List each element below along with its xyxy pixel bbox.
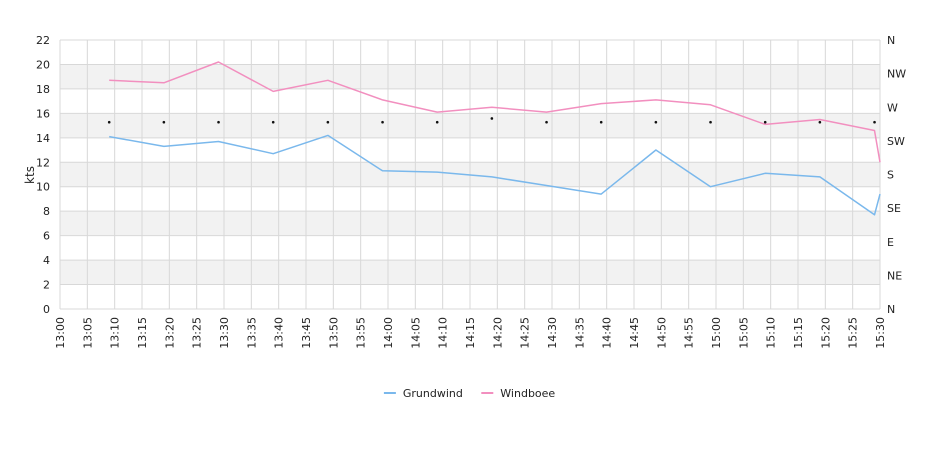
y-axis-ticks: 0 2 4 6 8 10 12 14 16 18 20 22	[36, 34, 50, 316]
direction-point	[709, 120, 712, 124]
y-tick-label: 18	[36, 83, 50, 96]
direction-point	[162, 120, 166, 124]
legend-label: Grundwind	[403, 387, 463, 400]
legend-item[interactable]: Windboee	[481, 387, 555, 400]
x-tick-label: 13:10	[109, 317, 122, 349]
direction-point	[654, 120, 658, 124]
y-tick-label: 10	[36, 181, 50, 194]
x-tick-label: 14:10	[437, 317, 450, 349]
y-axis-title: kts	[23, 166, 37, 184]
y-tick-label: 12	[36, 156, 50, 169]
y-tick-label: 0	[43, 303, 50, 316]
x-tick-label: 14:00	[382, 317, 395, 349]
direction-point	[599, 120, 603, 124]
x-tick-label: 13:00	[54, 317, 67, 349]
direction-point	[381, 120, 384, 124]
x-tick-label: 14:30	[546, 317, 559, 349]
legend[interactable]: Grundwind Windboee	[383, 387, 556, 400]
direction-point	[271, 120, 275, 124]
direction-point	[490, 117, 494, 120]
direction-tick-label: N	[887, 303, 895, 316]
horizontal-grid	[60, 39, 880, 310]
x-tick-label: 15:10	[765, 317, 778, 349]
x-tick-label: 14:40	[601, 317, 614, 349]
direction-point	[107, 120, 111, 124]
y-tick-label: 16	[36, 107, 50, 120]
x-tick-label: 13:35	[245, 317, 258, 349]
direction-tick-label: NW	[887, 68, 906, 81]
x-tick-label: 13:25	[191, 317, 204, 349]
y-tick-label: 6	[43, 230, 50, 243]
direction-point	[545, 120, 548, 124]
legend-label: Windboee	[500, 387, 555, 400]
x-tick-label: 15:15	[792, 317, 805, 349]
direction-point	[435, 120, 439, 124]
direction-tick-label: SW	[887, 135, 905, 148]
direction-point	[818, 120, 822, 124]
direction-tick-label: NE	[887, 269, 902, 282]
direction-points	[107, 117, 876, 124]
y-tick-label: 14	[36, 132, 50, 145]
x-tick-label: 15:05	[737, 317, 750, 349]
x-tick-label: 15:20	[819, 317, 832, 349]
direction-point	[873, 120, 876, 124]
y-tick-label: 2	[43, 279, 50, 292]
direction-point	[326, 120, 330, 124]
x-tick-label: 13:15	[136, 317, 149, 349]
x-tick-label: 13:20	[163, 317, 176, 349]
y-tick-label: 22	[36, 34, 50, 47]
x-tick-label: 14:45	[628, 317, 641, 349]
x-tick-label: 13:40	[273, 317, 286, 349]
x-tick-label: 13:55	[355, 317, 368, 349]
series-lines	[109, 61, 881, 216]
direction-tick-label: N	[887, 34, 895, 47]
x-tick-label: 15:30	[874, 317, 887, 349]
direction-tick-label: S	[887, 169, 894, 182]
x-tick-label: 15:25	[847, 317, 860, 349]
series-line	[109, 134, 881, 216]
direction-axis-ticks: N NE E SE S SW W NW N	[887, 34, 906, 316]
x-tick-label: 13:45	[300, 317, 313, 349]
x-tick-label: 14:50	[655, 317, 668, 349]
x-tick-label: 14:25	[519, 317, 532, 349]
direction-point	[763, 120, 767, 124]
series-line	[109, 61, 881, 163]
x-tick-label: 14:55	[683, 317, 696, 349]
x-tick-label: 13:30	[218, 317, 231, 349]
y-tick-label: 4	[43, 254, 50, 267]
x-tick-label: 14:05	[409, 317, 422, 349]
direction-tick-label: E	[887, 236, 894, 249]
direction-tick-label: SE	[887, 202, 901, 215]
x-tick-label: 13:50	[327, 317, 340, 349]
x-tick-label: 14:20	[491, 317, 504, 349]
x-tick-label: 14:35	[573, 317, 586, 349]
x-axis-ticks: 13:00 13:05 13:10 13:15 13:20 13:25 13:30 13:35…	[54, 317, 887, 349]
direction-point	[217, 120, 220, 124]
y-tick-label: 20	[36, 58, 50, 71]
x-tick-label: 14:15	[464, 317, 477, 349]
x-tick-label: 13:05	[81, 317, 94, 349]
y-tick-label: 8	[43, 205, 50, 218]
direction-tick-label: W	[887, 101, 898, 114]
x-tick-label: 15:00	[710, 317, 723, 349]
legend-item[interactable]: Grundwind	[383, 387, 463, 400]
